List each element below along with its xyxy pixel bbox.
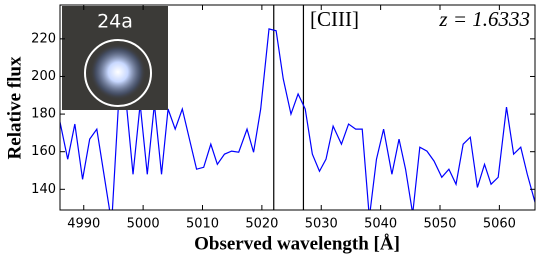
x-tick-label: 5020 [245, 217, 278, 232]
x-axis-label: Observed wavelength [Å] [194, 233, 400, 254]
x-tick-label: 5040 [364, 217, 397, 232]
plot-frame [59, 4, 536, 211]
aperture [84, 39, 152, 107]
y-axis-label: Relative flux [4, 56, 25, 159]
y-tick-label: 200 [31, 69, 56, 84]
annotation: [CIII] [310, 7, 359, 31]
annotation: z = 1.6333 [438, 7, 530, 31]
y-tick-label: 140 [31, 182, 56, 197]
x-tick-label: 5030 [305, 217, 338, 232]
x-tick-label: 5010 [186, 217, 219, 232]
inset-label: 24a [97, 11, 133, 33]
galaxy [90, 44, 146, 100]
y-tick-label: 220 [31, 31, 56, 46]
x-tick-label: 5000 [127, 217, 160, 232]
x-tick-label: 4990 [67, 217, 100, 232]
x-tick-label: 5050 [423, 217, 456, 232]
y-tick-label: 180 [31, 107, 56, 122]
inset-image: 24a [62, 6, 168, 110]
x-tick-label: 5060 [483, 217, 516, 232]
y-tick-label: 160 [31, 144, 56, 159]
